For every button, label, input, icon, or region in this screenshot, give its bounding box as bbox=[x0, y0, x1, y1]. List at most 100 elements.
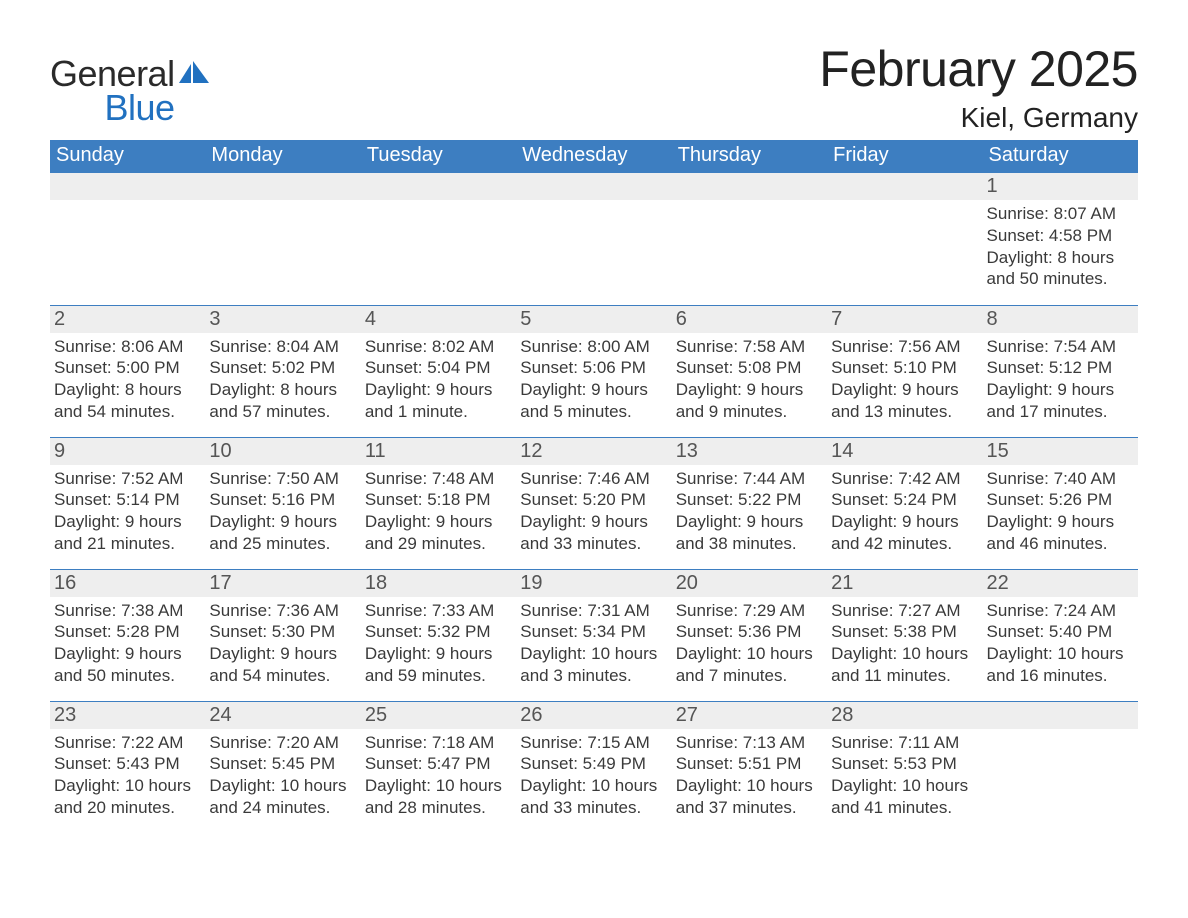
sunrise-text: Sunrise: 8:00 AM bbox=[520, 336, 667, 358]
daylight-text-line1: Daylight: 8 hours bbox=[987, 247, 1134, 269]
day-number: 11 bbox=[361, 438, 516, 465]
sunset-text: Sunset: 5:51 PM bbox=[676, 753, 823, 775]
calendar-day-cell: 26Sunrise: 7:15 AMSunset: 5:49 PMDayligh… bbox=[516, 701, 671, 833]
daylight-text-line2: and 17 minutes. bbox=[987, 401, 1134, 423]
calendar-day-cell: 18Sunrise: 7:33 AMSunset: 5:32 PMDayligh… bbox=[361, 569, 516, 701]
sunset-text: Sunset: 5:06 PM bbox=[520, 357, 667, 379]
daylight-text-line2: and 16 minutes. bbox=[987, 665, 1134, 687]
sunrise-text: Sunrise: 7:36 AM bbox=[209, 600, 356, 622]
sunset-text: Sunset: 5:40 PM bbox=[987, 621, 1134, 643]
calendar-day-cell: 10Sunrise: 7:50 AMSunset: 5:16 PMDayligh… bbox=[205, 437, 360, 569]
daylight-text-line1: Daylight: 9 hours bbox=[831, 379, 978, 401]
sunrise-text: Sunrise: 7:20 AM bbox=[209, 732, 356, 754]
calendar-day-cell: 19Sunrise: 7:31 AMSunset: 5:34 PMDayligh… bbox=[516, 569, 671, 701]
sunset-text: Sunset: 5:00 PM bbox=[54, 357, 201, 379]
day-number bbox=[827, 173, 982, 200]
daylight-text-line2: and 42 minutes. bbox=[831, 533, 978, 555]
day-number: 9 bbox=[50, 438, 205, 465]
calendar-day-cell: 17Sunrise: 7:36 AMSunset: 5:30 PMDayligh… bbox=[205, 569, 360, 701]
location-subtitle: Kiel, Germany bbox=[819, 102, 1138, 134]
sunset-text: Sunset: 4:58 PM bbox=[987, 225, 1134, 247]
daylight-text-line2: and 41 minutes. bbox=[831, 797, 978, 819]
daylight-text-line1: Daylight: 10 hours bbox=[209, 775, 356, 797]
calendar-page: General Blue February 2025 Kiel, Germany… bbox=[0, 0, 1188, 918]
calendar-day-cell: 23Sunrise: 7:22 AMSunset: 5:43 PMDayligh… bbox=[50, 701, 205, 833]
daylight-text-line2: and 33 minutes. bbox=[520, 797, 667, 819]
day-details: Sunrise: 8:06 AMSunset: 5:00 PMDaylight:… bbox=[50, 333, 205, 423]
weekday-header: Tuesday bbox=[361, 140, 516, 173]
day-details: Sunrise: 7:22 AMSunset: 5:43 PMDaylight:… bbox=[50, 729, 205, 819]
daylight-text-line1: Daylight: 9 hours bbox=[365, 643, 512, 665]
day-number: 12 bbox=[516, 438, 671, 465]
sail-icon bbox=[179, 61, 211, 87]
daylight-text-line1: Daylight: 10 hours bbox=[831, 643, 978, 665]
calendar-day-cell bbox=[50, 173, 205, 305]
day-number: 6 bbox=[672, 306, 827, 333]
sunrise-text: Sunrise: 7:44 AM bbox=[676, 468, 823, 490]
daylight-text-line1: Daylight: 9 hours bbox=[676, 511, 823, 533]
sunset-text: Sunset: 5:49 PM bbox=[520, 753, 667, 775]
sunset-text: Sunset: 5:02 PM bbox=[209, 357, 356, 379]
day-number: 10 bbox=[205, 438, 360, 465]
sunrise-text: Sunrise: 7:13 AM bbox=[676, 732, 823, 754]
calendar-day-cell: 20Sunrise: 7:29 AMSunset: 5:36 PMDayligh… bbox=[672, 569, 827, 701]
day-number bbox=[516, 173, 671, 200]
weekday-header: Saturday bbox=[983, 140, 1138, 173]
sunset-text: Sunset: 5:22 PM bbox=[676, 489, 823, 511]
daylight-text-line2: and 3 minutes. bbox=[520, 665, 667, 687]
sunset-text: Sunset: 5:53 PM bbox=[831, 753, 978, 775]
daylight-text-line2: and 13 minutes. bbox=[831, 401, 978, 423]
daylight-text-line1: Daylight: 9 hours bbox=[54, 511, 201, 533]
weekday-header: Monday bbox=[205, 140, 360, 173]
daylight-text-line1: Daylight: 10 hours bbox=[520, 775, 667, 797]
daylight-text-line1: Daylight: 10 hours bbox=[54, 775, 201, 797]
sunrise-text: Sunrise: 7:48 AM bbox=[365, 468, 512, 490]
daylight-text-line2: and 59 minutes. bbox=[365, 665, 512, 687]
day-details: Sunrise: 8:02 AMSunset: 5:04 PMDaylight:… bbox=[361, 333, 516, 423]
daylight-text-line2: and 37 minutes. bbox=[676, 797, 823, 819]
sunrise-text: Sunrise: 7:33 AM bbox=[365, 600, 512, 622]
day-details: Sunrise: 7:33 AMSunset: 5:32 PMDaylight:… bbox=[361, 597, 516, 687]
sunset-text: Sunset: 5:20 PM bbox=[520, 489, 667, 511]
day-details: Sunrise: 8:00 AMSunset: 5:06 PMDaylight:… bbox=[516, 333, 671, 423]
daylight-text-line1: Daylight: 10 hours bbox=[831, 775, 978, 797]
weekday-header: Friday bbox=[827, 140, 982, 173]
daylight-text-line2: and 54 minutes. bbox=[54, 401, 201, 423]
header-row: General Blue February 2025 Kiel, Germany bbox=[50, 30, 1138, 140]
calendar-day-cell: 28Sunrise: 7:11 AMSunset: 5:53 PMDayligh… bbox=[827, 701, 982, 833]
daylight-text-line2: and 24 minutes. bbox=[209, 797, 356, 819]
calendar-week-row: 23Sunrise: 7:22 AMSunset: 5:43 PMDayligh… bbox=[50, 701, 1138, 833]
calendar-week-row: 16Sunrise: 7:38 AMSunset: 5:28 PMDayligh… bbox=[50, 569, 1138, 701]
month-year-title: February 2025 bbox=[819, 40, 1138, 98]
daylight-text-line2: and 33 minutes. bbox=[520, 533, 667, 555]
sunrise-text: Sunrise: 8:06 AM bbox=[54, 336, 201, 358]
calendar-day-cell: 12 Sunrise: 7:46 AMSunset: 5:20 PMDayligh… bbox=[516, 437, 671, 569]
day-details: Sunrise: 7:27 AMSunset: 5:38 PMDaylight:… bbox=[827, 597, 982, 687]
day-number bbox=[205, 173, 360, 200]
daylight-text-line1: Daylight: 9 hours bbox=[365, 511, 512, 533]
calendar-day-cell: 16Sunrise: 7:38 AMSunset: 5:28 PMDayligh… bbox=[50, 569, 205, 701]
daylight-text-line1: Daylight: 9 hours bbox=[520, 511, 667, 533]
day-details: Sunrise: 7:13 AMSunset: 5:51 PMDaylight:… bbox=[672, 729, 827, 819]
day-details: Sunrise: 8:04 AMSunset: 5:02 PMDaylight:… bbox=[205, 333, 360, 423]
daylight-text-line2: and 7 minutes. bbox=[676, 665, 823, 687]
weekday-header: Thursday bbox=[672, 140, 827, 173]
day-details: Sunrise: 7:52 AMSunset: 5:14 PMDaylight:… bbox=[50, 465, 205, 555]
daylight-text-line2: and 21 minutes. bbox=[54, 533, 201, 555]
sunrise-text: Sunrise: 7:54 AM bbox=[987, 336, 1134, 358]
day-number: 1 bbox=[983, 173, 1138, 200]
day-details: Sunrise: 7:11 AMSunset: 5:53 PMDaylight:… bbox=[827, 729, 982, 819]
sunset-text: Sunset: 5:45 PM bbox=[209, 753, 356, 775]
calendar-day-cell: 21Sunrise: 7:27 AMSunset: 5:38 PMDayligh… bbox=[827, 569, 982, 701]
daylight-text-line1: Daylight: 10 hours bbox=[365, 775, 512, 797]
day-number: 2 bbox=[50, 306, 205, 333]
calendar-day-cell: 7Sunrise: 7:56 AMSunset: 5:10 PMDaylight… bbox=[827, 305, 982, 437]
sunrise-text: Sunrise: 7:29 AM bbox=[676, 600, 823, 622]
calendar-day-cell: 13Sunrise: 7:44 AMSunset: 5:22 PMDayligh… bbox=[672, 437, 827, 569]
day-number: 3 bbox=[205, 306, 360, 333]
daylight-text-line1: Daylight: 9 hours bbox=[54, 643, 201, 665]
weekday-header: Sunday bbox=[50, 140, 205, 173]
sunrise-text: Sunrise: 7:46 AM bbox=[520, 468, 667, 490]
calendar-day-cell: 25Sunrise: 7:18 AMSunset: 5:47 PMDayligh… bbox=[361, 701, 516, 833]
day-number: 28 bbox=[827, 702, 982, 729]
